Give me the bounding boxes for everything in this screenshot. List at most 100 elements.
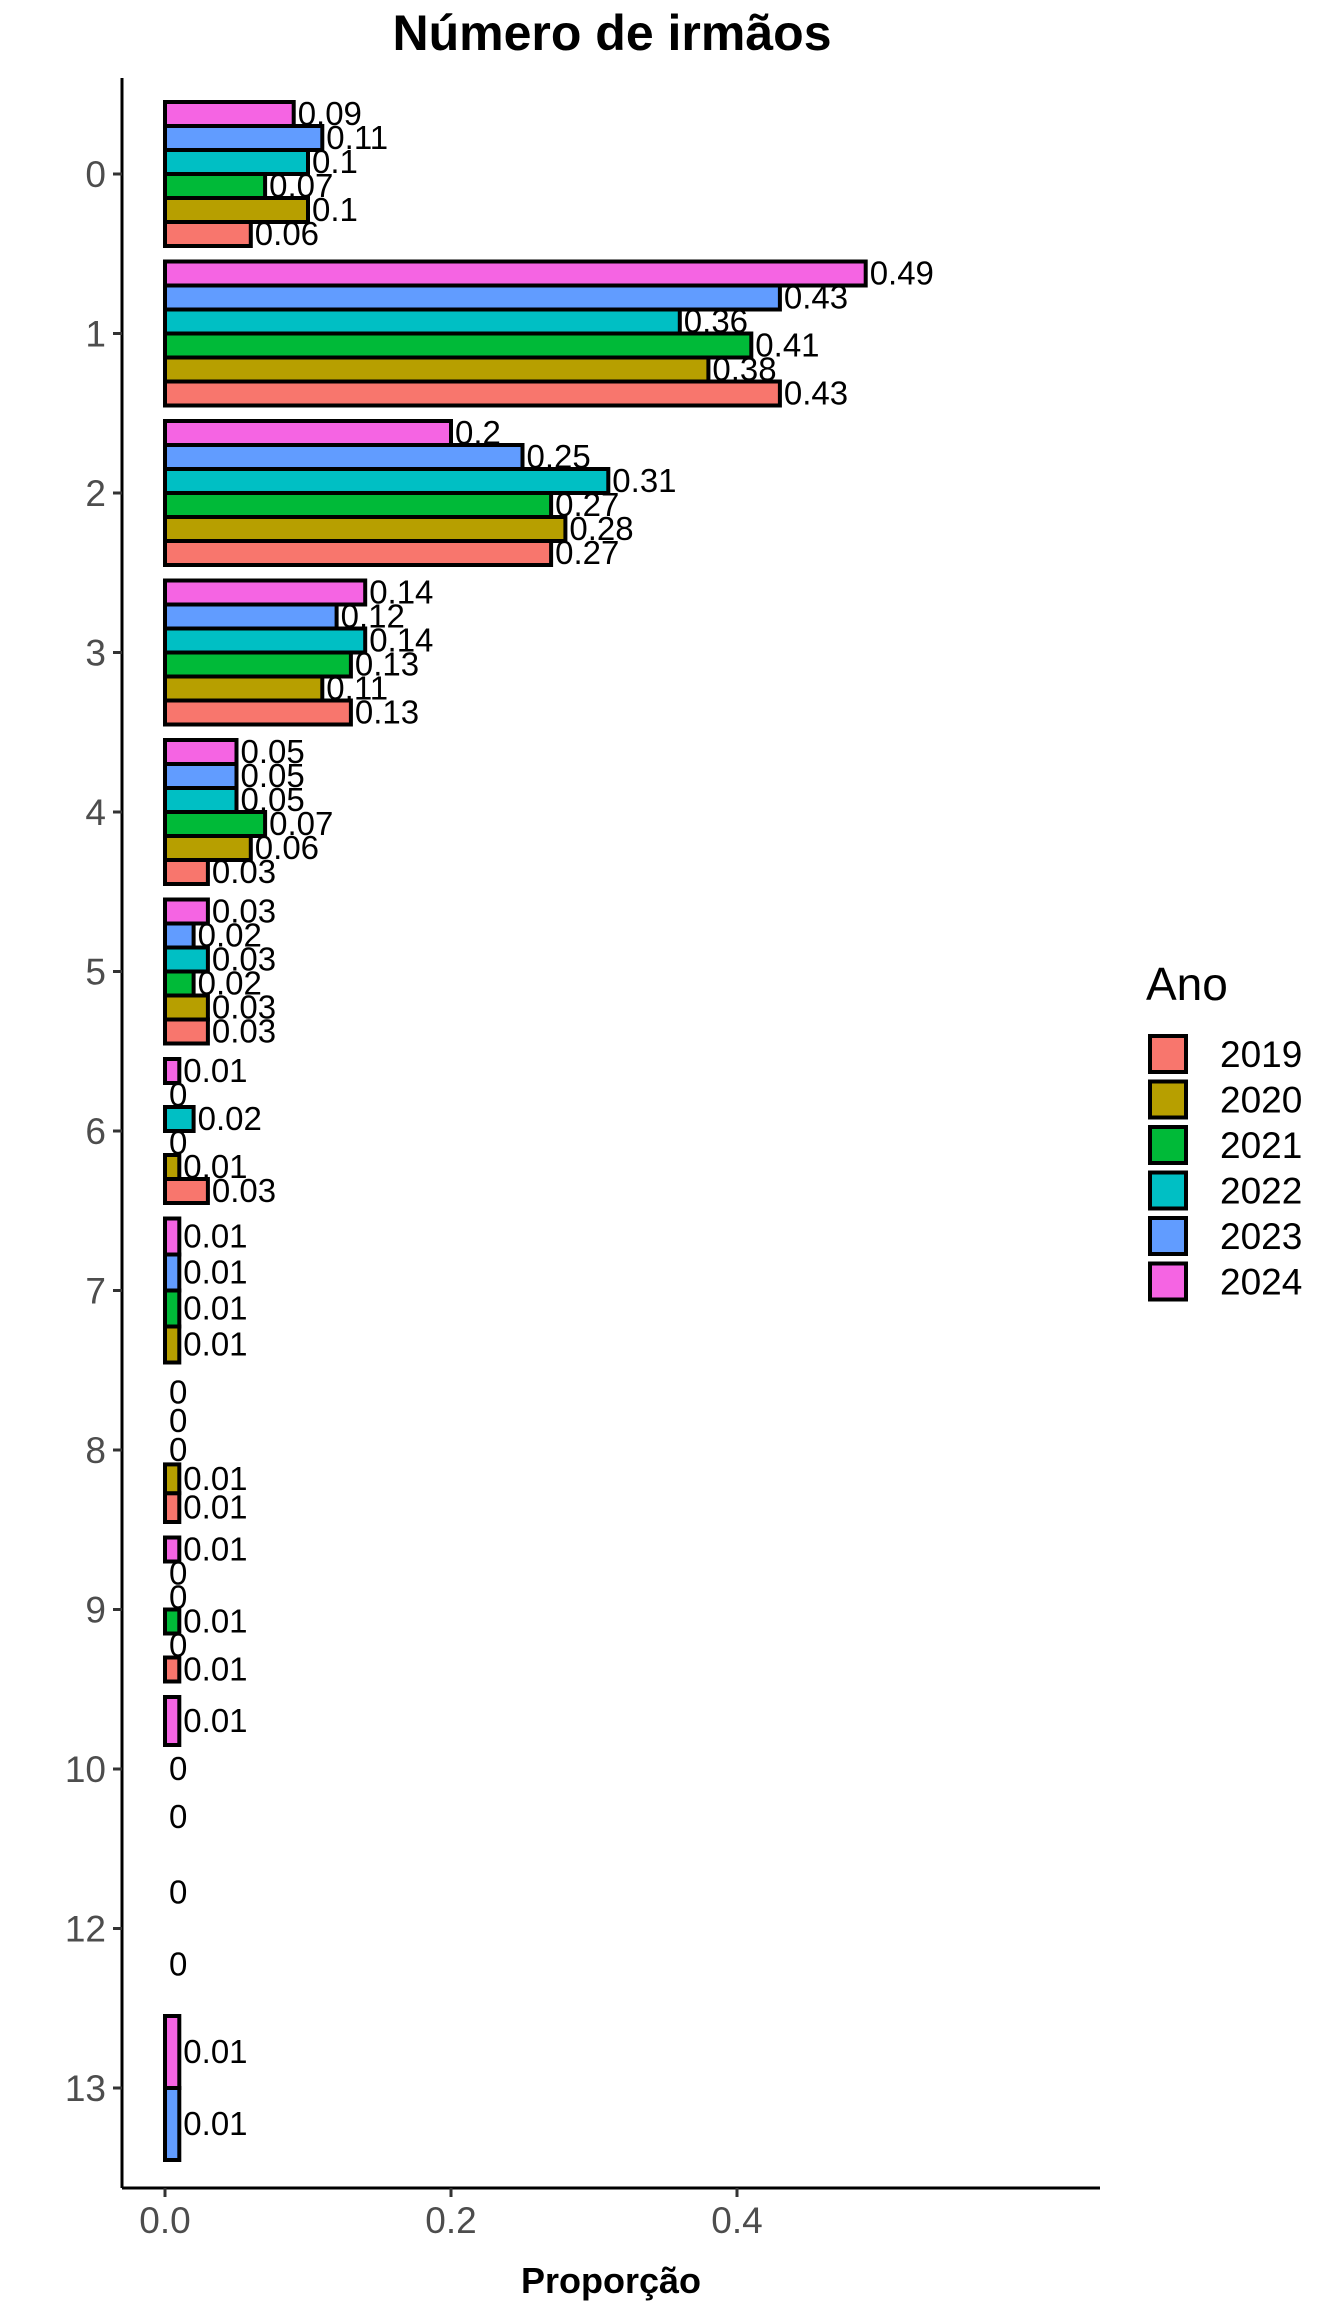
data-label-0-2019: 0.06: [255, 215, 319, 252]
data-label-2-2021: 0.27: [555, 486, 619, 523]
data-label-7-2020: 0.01: [183, 1326, 247, 1363]
data-label-0-2023: 0.11: [326, 119, 388, 156]
bar-1-2024: [163, 259, 868, 288]
y-tick-label: 8: [85, 1430, 106, 1471]
data-label-0-2022: 0.1: [312, 143, 358, 180]
bar-13-2023: [163, 2086, 182, 2162]
data-label-7-2024: 0.01: [183, 1218, 247, 1255]
bar-3-2024: [163, 578, 368, 607]
bar-0-2021: [163, 172, 268, 200]
data-label-3-2024: 0.14: [369, 574, 433, 611]
data-label-7-2023: 0.01: [183, 1254, 247, 1291]
bar-4-2019: [163, 858, 210, 886]
data-label-4-2020: 0.06: [255, 829, 319, 866]
legend-label-2020: 2020: [1220, 1080, 1302, 1121]
y-tick-label: 12: [65, 1909, 106, 1950]
bar-7-2024: [163, 1216, 182, 1257]
data-label-6-2020: 0.01: [183, 1148, 247, 1185]
legend-label-2024: 2024: [1220, 1262, 1302, 1303]
bar-0-2022: [163, 148, 310, 176]
data-label-13-2023: 0.01: [183, 2105, 247, 2142]
bar-5-2023: [163, 921, 196, 950]
data-label-6-2019: 0.03: [212, 1172, 276, 1209]
data-label-6-2022: 0.02: [198, 1100, 262, 1137]
data-label-0-2020: 0.1: [312, 191, 358, 228]
data-label-10-2024: 0.01: [183, 1702, 247, 1739]
chart-title: Número de irmãos: [392, 5, 831, 61]
bar-2-2020: [163, 515, 568, 543]
bars-layer: [163, 100, 868, 2162]
data-label-3-2023: 0.12: [341, 598, 405, 635]
y-tick-label: 2: [85, 473, 106, 514]
data-label-0-2021: 0.07: [269, 167, 333, 204]
data-label-9-2021: 0.01: [183, 1603, 247, 1640]
bar-6-2022: [163, 1105, 196, 1133]
data-label-2-2023: 0.25: [527, 438, 591, 475]
data-label-5-2020: 0.03: [212, 989, 276, 1026]
data-label-5-2022: 0.03: [212, 941, 276, 978]
x-tick-label: 0.4: [711, 2200, 762, 2241]
data-label-8-2019: 0.01: [183, 1489, 247, 1526]
data-label-5-2019: 0.03: [212, 1013, 276, 1050]
data-label-0-2024: 0.09: [298, 95, 362, 132]
data-label-9-2019: 0.01: [183, 1651, 247, 1688]
x-tick-label: 0.2: [425, 2200, 476, 2241]
bar-2-2023: [163, 443, 525, 471]
bar-9-2021: [163, 1607, 182, 1636]
bar-10-2024: [163, 1695, 182, 1747]
data-label-9-2020: 0: [169, 1627, 187, 1664]
data-labels-layer: 0.060.10.070.10.110.090.430.380.410.360.…: [169, 95, 934, 2142]
bar-0-2020: [163, 196, 310, 224]
y-tick-label: 3: [85, 633, 106, 674]
data-label-12-2023: 0: [169, 1874, 187, 1911]
data-label-10-2022: 0: [169, 1750, 187, 1787]
data-label-3-2019: 0.13: [355, 694, 419, 731]
bar-0-2024: [163, 100, 296, 128]
bar-4-2020: [163, 834, 253, 862]
data-label-3-2022: 0.14: [369, 622, 433, 659]
legend-label-2022: 2022: [1220, 1171, 1302, 1212]
data-label-4-2021: 0.07: [269, 805, 333, 842]
data-label-1-2024: 0.49: [870, 255, 934, 292]
data-label-13-2024: 0.01: [183, 2033, 247, 2070]
y-tick-label: 0: [85, 154, 106, 195]
bar-5-2021: [163, 969, 196, 998]
data-label-9-2024: 0.01: [183, 1531, 247, 1568]
data-label-4-2019: 0.03: [212, 853, 276, 890]
bar-4-2024: [163, 738, 239, 766]
data-label-2-2019: 0.27: [555, 534, 619, 571]
data-label-1-2021: 0.41: [755, 327, 819, 364]
bar-2-2019: [163, 539, 554, 567]
legend-swatch-2022: [1148, 1170, 1188, 1211]
y-tick-label: 6: [85, 1111, 106, 1152]
data-label-10-2020: 0: [169, 1798, 187, 1835]
y-tick-label: 4: [85, 792, 106, 833]
data-label-1-2019: 0.43: [784, 375, 848, 412]
data-label-12-2021: 0: [169, 1946, 187, 1983]
bar-4-2021: [163, 810, 268, 838]
legend-swatch-2020: [1148, 1079, 1188, 1120]
bar-3-2023: [163, 602, 339, 631]
bar-5-2020: [163, 993, 210, 1022]
legend-label-2023: 2023: [1220, 1216, 1302, 1257]
bar-2-2024: [163, 419, 453, 447]
bar-7-2021: [163, 1288, 182, 1329]
data-label-7-2021: 0.01: [183, 1290, 247, 1327]
bar-3-2021: [163, 650, 353, 679]
x-axis-label: Proporção: [521, 2260, 701, 2301]
legend-label-2021: 2021: [1220, 1125, 1302, 1166]
bar-7-2020: [163, 1324, 182, 1365]
bar-3-2020: [163, 674, 325, 703]
y-tick-label: 5: [85, 952, 106, 993]
bar-1-2020: [163, 355, 711, 384]
y-tick-label: 9: [85, 1590, 106, 1631]
data-label-5-2021: 0.02: [198, 965, 262, 1002]
data-label-5-2023: 0.02: [198, 917, 262, 954]
bar-2-2021: [163, 491, 554, 519]
bar-1-2023: [163, 283, 782, 312]
data-label-3-2020: 0.11: [326, 670, 388, 707]
data-label-8-2023: 0: [169, 1402, 187, 1439]
